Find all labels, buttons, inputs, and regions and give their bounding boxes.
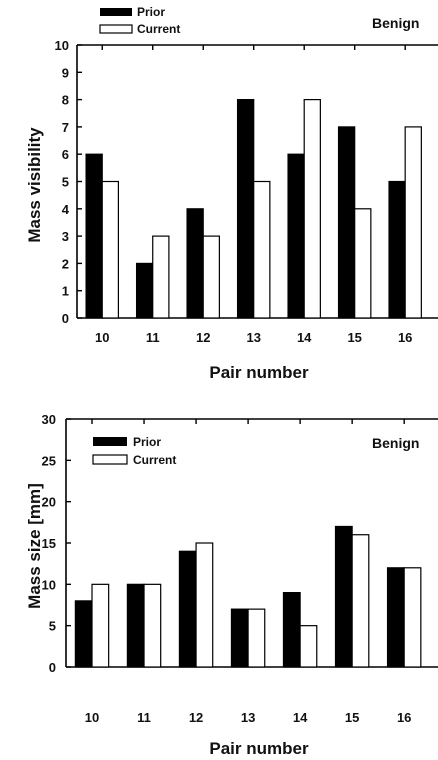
legend-swatch-current <box>92 454 128 465</box>
bar-current-10 <box>101 180 120 319</box>
y-axis-title: Mass visibility <box>25 127 44 243</box>
x-tick-label: 16 <box>398 330 412 345</box>
bar-prior-16 <box>386 567 405 668</box>
legend-label-prior: Prior <box>133 435 161 449</box>
bar-current-16 <box>404 126 422 319</box>
y-tick-label: 9 <box>62 65 69 80</box>
y-tick-label: 10 <box>55 38 69 53</box>
y-tick-label: 0 <box>49 660 56 675</box>
x-tick-label: 13 <box>241 710 255 725</box>
bar-prior-15 <box>334 525 353 668</box>
y-tick-label: 1 <box>62 284 69 299</box>
legend: Prior Current <box>92 435 176 467</box>
bar-prior-12 <box>186 208 204 319</box>
y-tick-label: 6 <box>62 147 69 162</box>
chart-mass-size: Prior Current Benign Mass size [mm] Pair… <box>25 412 438 758</box>
x-tick-label: 11 <box>146 330 160 345</box>
bar-prior-13 <box>236 98 255 319</box>
y-tick-label: 15 <box>42 536 56 551</box>
y-tick-label: 5 <box>62 175 69 190</box>
bar-prior-14 <box>282 591 301 668</box>
x-tick-label: 15 <box>347 330 361 345</box>
legend-label-current: Current <box>137 22 180 36</box>
x-axis-title: Pair number <box>209 739 309 758</box>
bar-current-11 <box>143 583 162 668</box>
bar-current-14 <box>303 98 321 319</box>
bar-current-16 <box>403 567 422 668</box>
y-tick-label: 2 <box>62 256 69 271</box>
legend-swatch-current <box>99 24 133 34</box>
y-tick-label: 25 <box>42 453 56 468</box>
legend-label-current: Current <box>133 453 176 467</box>
chart-mass-visibility: Prior Current Benign Mass visibility Pai… <box>25 5 438 382</box>
y-tick-label: 4 <box>62 202 70 217</box>
bar-prior-11 <box>126 583 145 668</box>
y-tick-label: 5 <box>49 619 56 634</box>
bar-current-13 <box>253 180 271 319</box>
bar-prior-10 <box>85 153 103 319</box>
y-tick-label: 8 <box>62 93 69 108</box>
legend-label-prior: Prior <box>137 5 165 19</box>
bar-prior-10 <box>74 600 93 668</box>
legend-swatch-prior <box>93 437 127 446</box>
panel-label: Benign <box>372 15 419 31</box>
x-tick-label: 10 <box>85 710 99 725</box>
bar-prior-11 <box>135 262 154 319</box>
y-tick-label: 10 <box>42 577 56 592</box>
bar-current-15 <box>351 534 370 668</box>
bar-current-13 <box>247 608 266 668</box>
y-axis-title: Mass size [mm] <box>25 483 44 609</box>
bar-current-15 <box>354 208 372 319</box>
bar-current-10 <box>91 583 110 668</box>
x-tick-label: 11 <box>137 710 151 725</box>
x-tick-label: 12 <box>196 330 210 345</box>
bar-prior-14 <box>287 153 305 319</box>
x-tick-label: 14 <box>297 330 312 345</box>
x-tick-label: 10 <box>95 330 109 345</box>
bar-current-12 <box>195 542 214 668</box>
bar-current-14 <box>299 625 318 668</box>
legend-swatch-prior <box>100 8 132 16</box>
y-tick-label: 30 <box>42 412 56 427</box>
x-tick-label: 13 <box>246 330 260 345</box>
bar-prior-16 <box>388 180 406 319</box>
y-tick-label: 20 <box>42 495 56 510</box>
bar-current-12 <box>202 235 220 319</box>
y-tick-label: 3 <box>62 229 69 244</box>
bar-prior-13 <box>230 608 249 668</box>
panel-label: Benign <box>372 435 419 451</box>
bar-prior-12 <box>178 550 197 668</box>
x-axis-title: Pair number <box>209 363 309 382</box>
y-tick-label: 0 <box>62 311 69 326</box>
legend: Prior Current <box>99 5 180 36</box>
x-tick-label: 15 <box>345 710 359 725</box>
y-tick-label: 7 <box>62 120 69 135</box>
bar-prior-15 <box>337 126 356 319</box>
x-tick-label: 16 <box>397 710 411 725</box>
bar-current-11 <box>152 235 170 319</box>
x-tick-label: 14 <box>293 710 308 725</box>
x-tick-label: 12 <box>189 710 203 725</box>
